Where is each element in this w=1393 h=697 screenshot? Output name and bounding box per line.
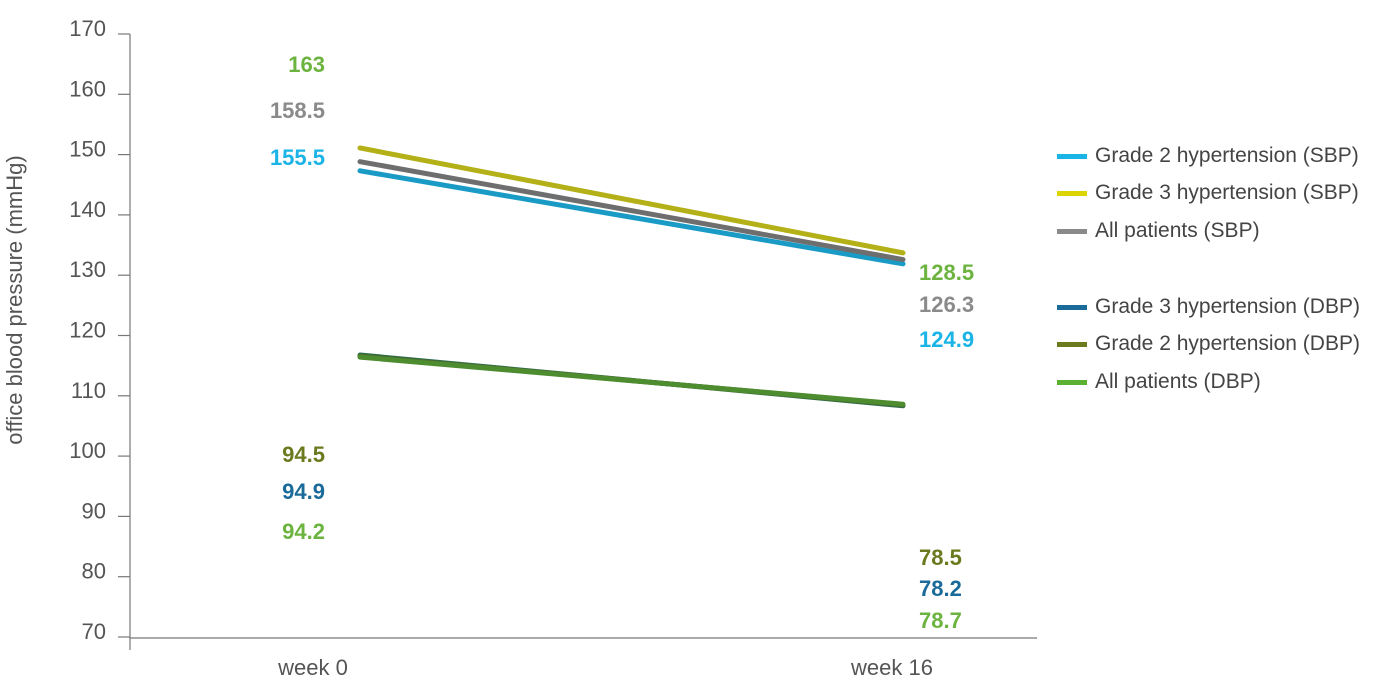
data-label: 94.5: [282, 442, 325, 467]
legend-label: Grade 2 hypertension (DBP): [1095, 332, 1360, 355]
y-tick-label: 150: [69, 137, 106, 162]
legend-label: Grade 3 hypertension (DBP): [1095, 295, 1360, 318]
data-label: 78.5: [919, 545, 962, 570]
data-label: 163: [288, 52, 325, 77]
legend-item-all-sbp: All patients (SBP): [1057, 218, 1260, 244]
legend-swatch: [1057, 341, 1087, 347]
y-tick-label: 130: [69, 257, 106, 282]
series-line: [357, 168, 906, 267]
series-line: [357, 145, 906, 256]
series-line: [357, 354, 906, 407]
y-axis-label: office blood pressure (mmHg): [2, 155, 27, 444]
data-label: 158.5: [270, 98, 325, 123]
legend-swatch: [1057, 304, 1087, 310]
y-tick-label: 120: [69, 318, 106, 343]
data-label: 94.2: [282, 519, 325, 544]
legend-item-grade3-sbp: Grade 3 hypertension (SBP): [1057, 180, 1359, 206]
data-label: 124.9: [919, 327, 974, 352]
legend-swatch: [1057, 190, 1087, 196]
y-tick-label: 110: [71, 378, 106, 403]
legend-item-grade2-sbp: Grade 2 hypertension (SBP): [1057, 143, 1359, 169]
legend-label: Grade 2 hypertension (SBP): [1095, 144, 1359, 167]
data-labels: 155.5 124.9 163 128.5 158.5 126.3 94.9 78.2 94.5…: [270, 52, 974, 633]
data-label: 126.3: [919, 292, 974, 317]
y-ticks: 170 160 150 140 130 120 110 100 90 80 70: [69, 16, 130, 644]
data-label: 128.5: [919, 260, 974, 285]
data-label: 78.2: [919, 576, 962, 601]
data-label: 94.9: [282, 479, 325, 504]
legend-item-grade2-dbp: Grade 2 hypertension (DBP): [1057, 331, 1360, 357]
y-tick-label: 160: [69, 76, 106, 101]
y-tick-label: 100: [69, 438, 106, 463]
legend-label: All patients (DBP): [1095, 370, 1261, 393]
axes: week 0 week 16: [129, 34, 1037, 680]
legend-swatch: [1057, 153, 1087, 159]
legend-label: Grade 3 hypertension (SBP): [1095, 181, 1359, 204]
series-lines: [357, 145, 906, 409]
y-tick-label: 80: [82, 559, 106, 584]
y-tick-label: 140: [69, 197, 106, 222]
legend-item-all-dbp: All patients (DBP): [1057, 369, 1261, 395]
x-category-label: week 16: [850, 655, 933, 680]
legend-swatch: [1057, 379, 1087, 385]
y-tick-label: 70: [82, 619, 106, 644]
data-label: 78.7: [919, 608, 962, 633]
data-label: 155.5: [270, 145, 325, 170]
x-category-label: week 0: [277, 655, 348, 680]
legend-label: All patients (SBP): [1095, 219, 1260, 242]
y-tick-label: 90: [82, 498, 106, 523]
legend-item-grade3-dbp: Grade 3 hypertension (DBP): [1057, 294, 1360, 320]
series-line: [357, 159, 906, 263]
legend-swatch: [1057, 228, 1087, 234]
y-tick-label: 170: [69, 16, 106, 41]
